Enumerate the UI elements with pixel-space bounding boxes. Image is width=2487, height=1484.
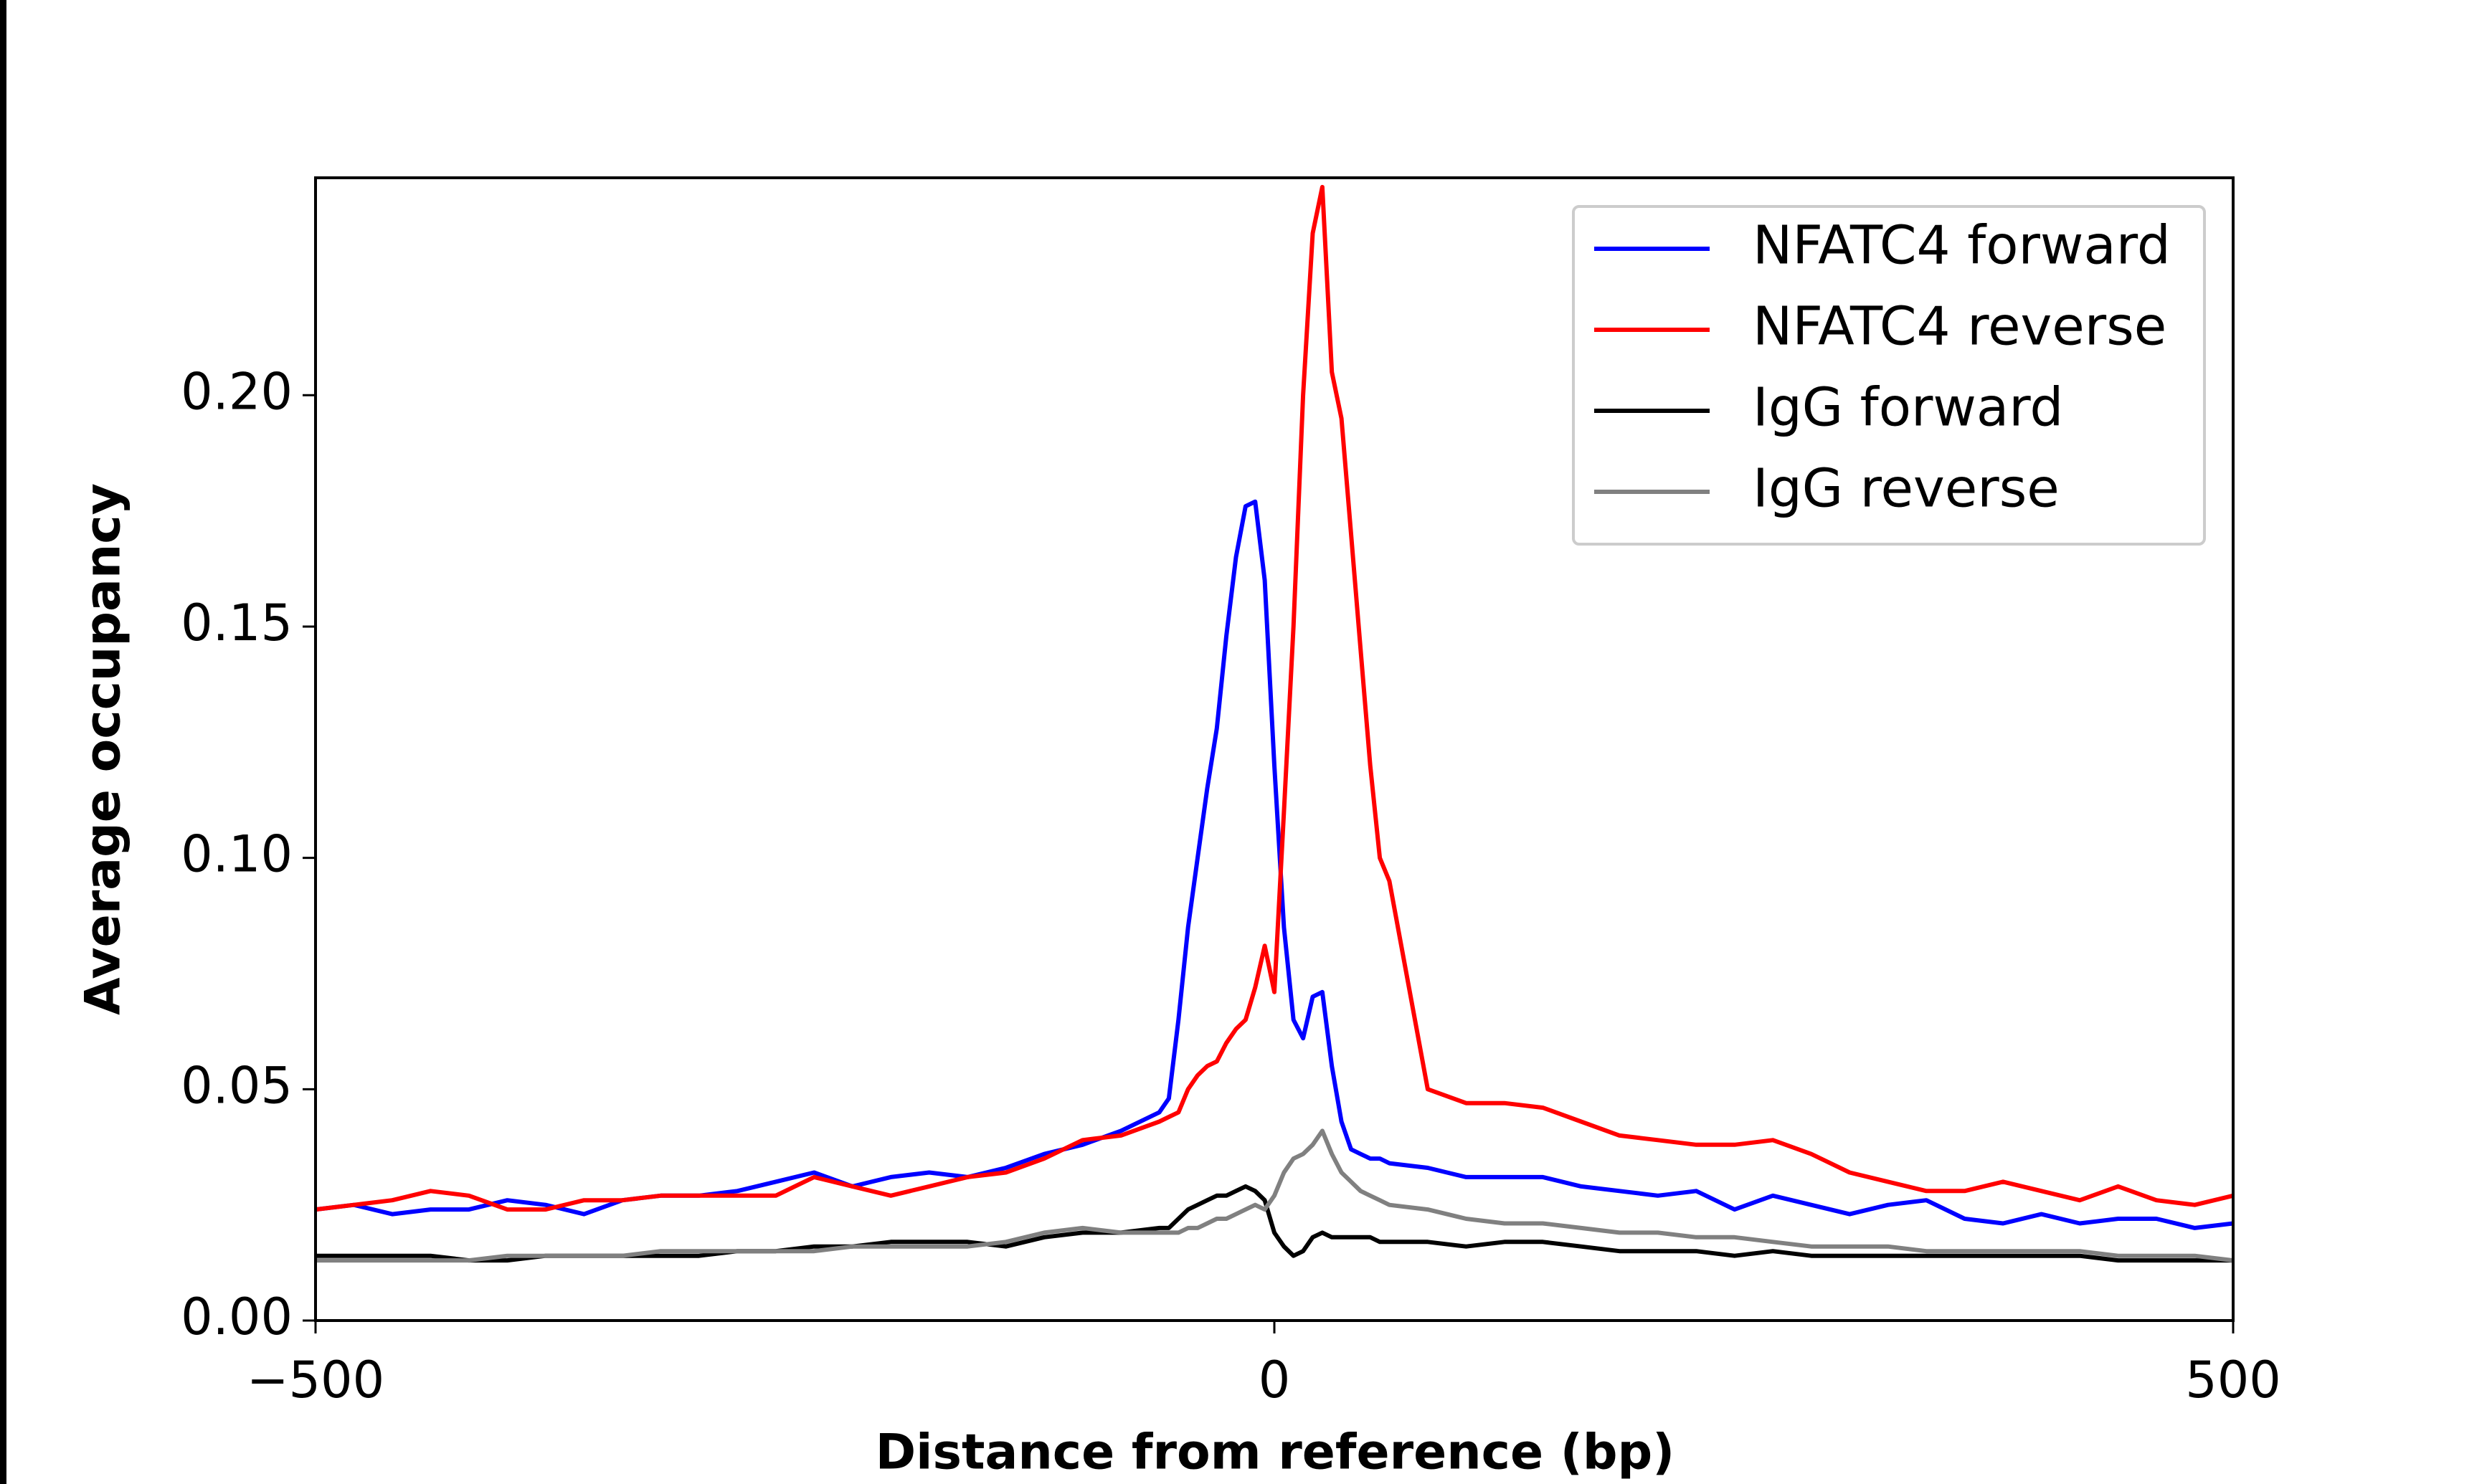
x-tick-label: 500 — [2185, 1351, 2281, 1409]
series-line — [315, 499, 2234, 1230]
x-axis-label: Distance from reference (bp) — [876, 1424, 1675, 1481]
x-tick-label: 0 — [1259, 1351, 1291, 1409]
legend-box — [1572, 205, 2206, 546]
y-tick-label: 0.00 — [181, 1288, 293, 1346]
series-line — [316, 1128, 2234, 1263]
series-line — [315, 184, 2234, 1212]
y-tick-label: 0.05 — [181, 1056, 293, 1115]
left-border — [0, 0, 6, 1484]
legend-label: NFATC4 forward — [1753, 215, 2171, 277]
y-tick-label: 0.10 — [181, 825, 293, 884]
y-tick-label: 0.15 — [181, 594, 293, 652]
legend-label: IgG forward — [1753, 377, 2063, 439]
y-tick-label: 0.20 — [181, 362, 293, 421]
plot-frame — [314, 176, 2235, 1322]
y-axis-label: Average occupancy — [75, 483, 132, 1015]
legend-label: NFATC4 reverse — [1753, 296, 2166, 358]
legend-label: IgG reverse — [1753, 458, 2060, 520]
x-tick-label: −500 — [247, 1351, 384, 1409]
